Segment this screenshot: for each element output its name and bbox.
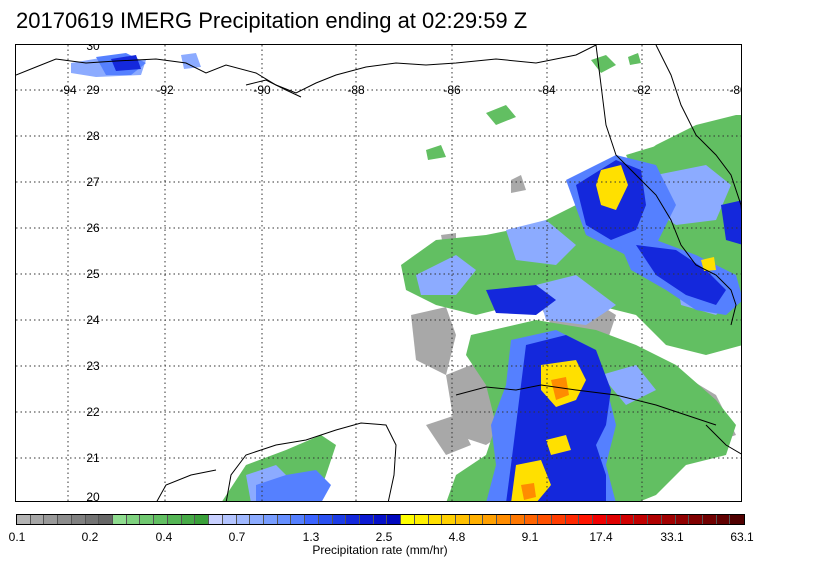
- colorbar-cell: [675, 515, 690, 524]
- colorbar-cell: [620, 515, 635, 524]
- colorbar-cell: [126, 515, 141, 524]
- colorbar-cell: [71, 515, 86, 524]
- colorbar-tick: 17.4: [589, 530, 613, 544]
- colorbar-cell: [524, 515, 539, 524]
- colorbar-cell: [140, 515, 155, 524]
- colorbar-cell: [85, 515, 100, 524]
- colorbar-cell: [716, 515, 731, 524]
- colorbar-tick: 4.8: [448, 530, 466, 544]
- colorbar-label: Precipitation rate (mm/hr): [312, 543, 448, 557]
- lat-label: 29: [86, 83, 100, 97]
- lon-label: -80: [729, 83, 742, 97]
- colorbar-cell: [209, 515, 223, 524]
- colorbar-cell: [236, 515, 251, 524]
- colorbar-cell: [250, 515, 264, 524]
- colorbar-cell: [469, 515, 484, 524]
- lon-label: -92: [156, 83, 174, 97]
- colorbar-cell: [428, 515, 443, 524]
- latitude-labels: 30 29 28 27 26 25 24 23 22 21 20: [86, 45, 100, 502]
- colorbar-cell: [593, 515, 607, 524]
- colorbar-tick: 9.1: [521, 530, 539, 544]
- colorbar-cell: [291, 515, 306, 524]
- map-canvas: -94 -92 -90 -88 -86 -84 -82 -80 30 29 28…: [16, 45, 742, 502]
- lat-label: 22: [86, 405, 100, 419]
- colorbar-cell: [263, 515, 278, 524]
- colorbar-cell: [222, 515, 237, 524]
- precipitation-map: -94 -92 -90 -88 -86 -84 -82 -80 30 29 28…: [15, 44, 742, 502]
- colorbar-cell: [332, 515, 347, 524]
- precipitation-colorbar: [16, 514, 745, 525]
- colorbar-cell: [17, 515, 31, 524]
- colorbar-cell: [30, 515, 45, 524]
- colorbar-tick: 0.7: [228, 530, 246, 544]
- lon-label: -84: [538, 83, 556, 97]
- colorbar-cell: [181, 515, 196, 524]
- coastline: [16, 45, 741, 501]
- colorbar-cell: [510, 515, 525, 524]
- lat-label: 26: [86, 221, 100, 235]
- lat-label: 24: [86, 313, 100, 327]
- precipitation-layer: [71, 53, 741, 501]
- colorbar-cell: [387, 515, 402, 524]
- colorbar-cell: [167, 515, 182, 524]
- colorbar-tick: 2.5: [375, 530, 393, 544]
- colorbar-cell: [154, 515, 168, 524]
- colorbar-cell: [497, 515, 511, 524]
- lat-label: 27: [86, 175, 100, 189]
- colorbar-ticks: 0.1 0.2 0.4 0.7 1.3 2.5 4.8 9.1 17.4 33.…: [0, 530, 826, 544]
- lon-label: -88: [347, 83, 365, 97]
- colorbar-cell: [552, 515, 566, 524]
- colorbar-cell: [579, 515, 594, 524]
- colorbar-cell: [456, 515, 470, 524]
- colorbar-cell: [565, 515, 580, 524]
- colorbar-cell: [414, 515, 429, 524]
- colorbar-tick: 33.1: [660, 530, 684, 544]
- colorbar-cell: [634, 515, 649, 524]
- lat-label: 21: [86, 451, 100, 465]
- colorbar-cell: [538, 515, 553, 524]
- colorbar-cell: [401, 515, 415, 524]
- longitude-labels: -94 -92 -90 -88 -86 -84 -82 -80: [59, 83, 742, 97]
- colorbar-cell: [373, 515, 388, 524]
- colorbar-cell: [99, 515, 114, 524]
- colorbar-tick: 0.1: [8, 530, 26, 544]
- lon-label: -90: [253, 83, 271, 97]
- colorbar-tick: 1.3: [302, 530, 320, 544]
- lon-label: -86: [443, 83, 461, 97]
- colorbar-cell: [44, 515, 59, 524]
- lat-label: 25: [86, 267, 100, 281]
- colorbar-cell: [277, 515, 292, 524]
- colorbar-tick: 63.1: [730, 530, 754, 544]
- lat-label: 28: [86, 129, 100, 143]
- lat-label: 23: [86, 359, 100, 373]
- colorbar-cell: [483, 515, 498, 524]
- lat-label: 30: [86, 45, 100, 53]
- colorbar-cell: [442, 515, 456, 524]
- colorbar-cell: [318, 515, 333, 524]
- colorbar-cell: [346, 515, 360, 524]
- lat-label: 20: [86, 490, 100, 502]
- lon-label: -94: [59, 83, 77, 97]
- colorbar-cell: [702, 515, 717, 524]
- colorbar-cell: [648, 515, 662, 524]
- colorbar-cell: [305, 515, 319, 524]
- colorbar-cell: [606, 515, 621, 524]
- colorbar-cell: [661, 515, 676, 524]
- colorbar-cell: [359, 515, 374, 524]
- colorbar-cell: [195, 515, 210, 524]
- colorbar-cell: [689, 515, 703, 524]
- colorbar-cell: [58, 515, 72, 524]
- colorbar-cell: [730, 515, 745, 524]
- lon-label: -82: [633, 83, 651, 97]
- map-title: 20170619 IMERG Precipitation ending at 0…: [16, 8, 528, 33]
- colorbar-tick: 0.4: [155, 530, 173, 544]
- colorbar-tick: 0.2: [81, 530, 99, 544]
- colorbar-cell: [113, 515, 127, 524]
